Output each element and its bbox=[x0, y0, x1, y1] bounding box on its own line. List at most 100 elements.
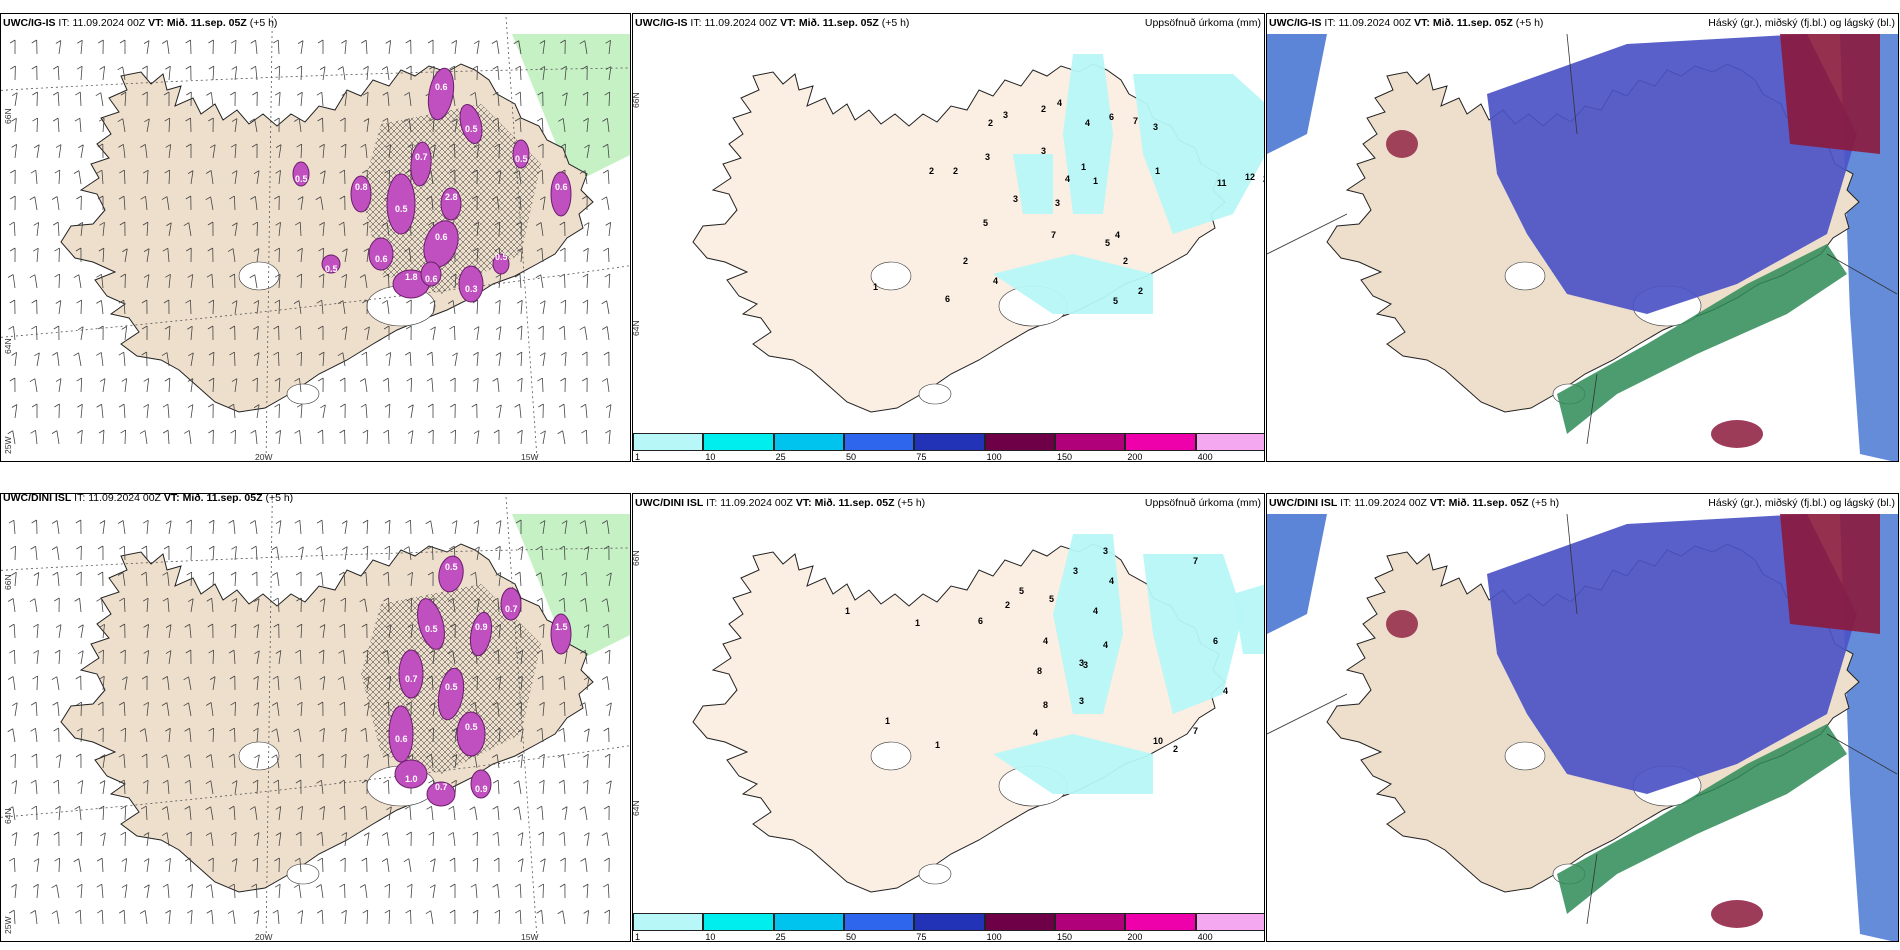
wind-barb bbox=[185, 65, 192, 81]
wind-barb bbox=[319, 143, 325, 159]
wind-barb bbox=[117, 66, 126, 81]
wind-barb bbox=[560, 377, 566, 393]
wind-barb bbox=[580, 650, 588, 665]
wind-barb bbox=[54, 649, 61, 665]
wind-barb bbox=[208, 117, 214, 133]
wind-barb bbox=[52, 701, 60, 717]
gust-value: 0.5 bbox=[465, 124, 478, 134]
wind-barb bbox=[33, 222, 40, 237]
low-cloud-area bbox=[1267, 514, 1327, 634]
lead-time: (+5 h) bbox=[1515, 17, 1544, 29]
wind-barb bbox=[384, 519, 391, 535]
colorbar-swatch bbox=[703, 433, 774, 451]
precip-value: 3 bbox=[1153, 122, 1158, 132]
wind-barb bbox=[604, 91, 611, 107]
wind-barb bbox=[165, 65, 171, 81]
wind-barb bbox=[229, 325, 236, 341]
precip-value: 11 bbox=[1217, 178, 1227, 188]
init-label: IT: bbox=[1324, 17, 1336, 29]
wind-barb bbox=[580, 571, 588, 587]
colorbar-tick: 25 bbox=[775, 452, 786, 462]
wind-barb bbox=[231, 378, 238, 393]
wind-barb bbox=[227, 248, 236, 263]
wind-barb bbox=[271, 728, 280, 743]
wind-barb bbox=[51, 196, 60, 211]
precip-value: 6 bbox=[945, 294, 950, 304]
wind-barb bbox=[362, 429, 369, 445]
wind-barb bbox=[427, 39, 434, 55]
mid-cloud-area bbox=[1487, 34, 1857, 314]
wind-barb bbox=[582, 91, 589, 107]
wind-barb bbox=[227, 910, 236, 925]
wind-barb bbox=[162, 597, 170, 613]
wind-barb bbox=[205, 170, 214, 185]
wind-gust-area bbox=[426, 781, 456, 807]
wind-barb bbox=[99, 780, 106, 795]
colorbar-tick: 1 bbox=[635, 932, 641, 942]
wind-barb bbox=[538, 325, 544, 341]
lon-label-20w: 20W bbox=[255, 452, 273, 462]
wind-barb bbox=[316, 572, 324, 587]
colorbar-swatch bbox=[1125, 913, 1196, 931]
wind-barb bbox=[141, 675, 148, 691]
wind-barb bbox=[580, 598, 588, 613]
wind-barb bbox=[162, 429, 170, 445]
wind-barb bbox=[121, 884, 128, 899]
wind-barb bbox=[337, 352, 346, 367]
wind-barb bbox=[381, 66, 390, 81]
wind-barb bbox=[185, 117, 192, 133]
wind-barb bbox=[205, 806, 214, 821]
lat-label-66n: 66N bbox=[632, 550, 641, 566]
wind-barb bbox=[601, 196, 610, 211]
wind-barb bbox=[11, 404, 18, 419]
wind-barb bbox=[383, 779, 390, 795]
wind-gust-area bbox=[437, 667, 465, 721]
gust-value: 0.9 bbox=[475, 622, 488, 632]
wind-barb bbox=[581, 377, 588, 393]
colorbar-swatch bbox=[1195, 433, 1264, 451]
wind-barb bbox=[295, 831, 302, 847]
wind-barb bbox=[362, 545, 369, 561]
wind-barb bbox=[538, 883, 544, 899]
wind-barb bbox=[407, 430, 414, 445]
high-cloud-area bbox=[1557, 244, 1847, 434]
colorbar-tick: 150 bbox=[1057, 932, 1073, 942]
wind-barb bbox=[118, 299, 126, 315]
wind-barb bbox=[319, 66, 326, 81]
wind-barb bbox=[363, 753, 369, 769]
wind-barb bbox=[229, 727, 236, 743]
wind-barb bbox=[254, 650, 260, 665]
wind-barb bbox=[293, 118, 302, 133]
wind-gust-area bbox=[492, 253, 510, 275]
wind-barb bbox=[185, 39, 192, 55]
wind-barb bbox=[96, 597, 104, 613]
wind-barb bbox=[164, 377, 171, 393]
wind-barb bbox=[583, 247, 589, 263]
wind-barb bbox=[406, 299, 412, 315]
lat-line bbox=[1, 547, 630, 571]
wind-barb bbox=[208, 649, 215, 665]
wind-barb bbox=[249, 520, 258, 535]
wind-barb bbox=[53, 779, 60, 795]
wind-barb bbox=[297, 40, 304, 55]
valid-label: VT: bbox=[1414, 17, 1430, 29]
wind-barb bbox=[297, 910, 304, 925]
wind-barb bbox=[99, 623, 105, 639]
wind-barb bbox=[425, 520, 434, 535]
wind-barb bbox=[117, 118, 126, 133]
wind-barb bbox=[495, 274, 502, 289]
wind-barb bbox=[363, 248, 370, 263]
precip-area bbox=[1013, 154, 1053, 214]
precip-value: 3 bbox=[1041, 146, 1046, 156]
init-time: 11.09.2024 00Z bbox=[88, 493, 161, 504]
wind-barb bbox=[404, 805, 412, 821]
wind-barb bbox=[119, 221, 126, 237]
wind-barb bbox=[206, 92, 214, 107]
wind-barb bbox=[581, 195, 588, 211]
wind-barb bbox=[606, 702, 612, 717]
wind-barb bbox=[316, 779, 324, 795]
wind-barb bbox=[253, 910, 260, 925]
wind-barb bbox=[253, 170, 260, 185]
precip-area bbox=[1063, 54, 1113, 214]
wind-barb bbox=[274, 403, 280, 419]
